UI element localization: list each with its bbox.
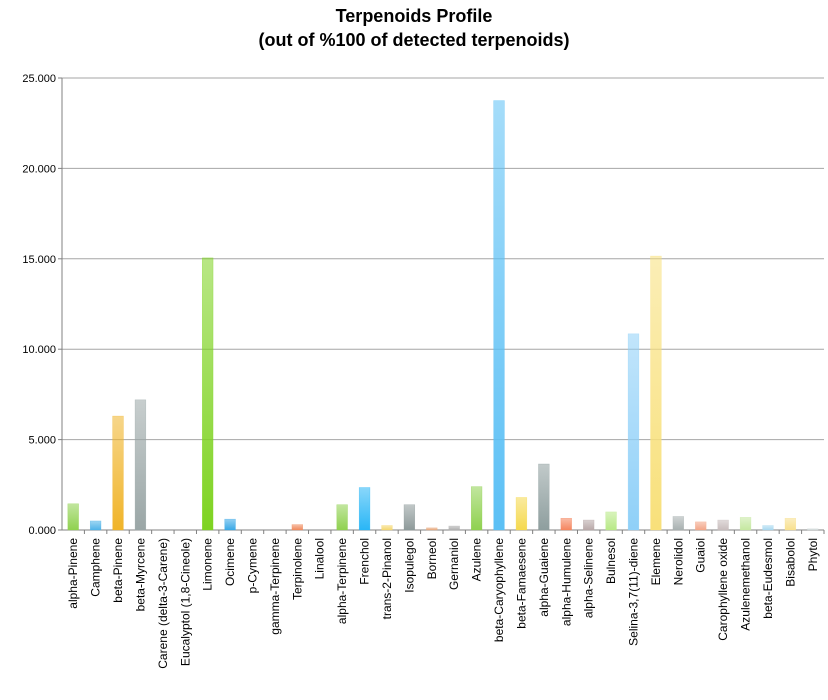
bar-guaiol bbox=[695, 521, 707, 531]
category-label: beta-Caryophyllene bbox=[492, 538, 506, 642]
category-label: Eucalyptol (1,8-Cineole) bbox=[178, 538, 192, 666]
bar-beta-pinene bbox=[112, 415, 124, 531]
bar-alpha-selinene bbox=[583, 519, 595, 531]
category-label: Azulene bbox=[470, 538, 484, 582]
bar-alpha-humulene bbox=[560, 517, 572, 531]
category-label: Bisabolol bbox=[783, 538, 797, 587]
category-label: Carene (delta-3-Carene) bbox=[156, 538, 170, 669]
y-tick-label: 5.000 bbox=[28, 435, 56, 447]
category-label: Frenchol bbox=[358, 538, 372, 585]
y-tick-label: 0.000 bbox=[28, 525, 56, 537]
bar-gernaniol bbox=[448, 525, 460, 531]
category-label: Guaiol bbox=[694, 538, 708, 573]
category-label: p-Cymene bbox=[246, 538, 260, 594]
category-label: Phytol bbox=[806, 538, 820, 571]
category-label: Ocimene bbox=[223, 538, 237, 586]
bar-bisabolol bbox=[784, 517, 797, 531]
category-label: Isopulegol bbox=[402, 538, 416, 593]
bar-phytol bbox=[807, 528, 819, 531]
category-label: alpha-Terpinene bbox=[335, 538, 349, 624]
category-label: Terpinolene bbox=[290, 538, 304, 600]
bar-beta-myrcene bbox=[134, 399, 147, 531]
bar-bulnesol bbox=[605, 511, 617, 531]
category-label: Azulenemethanol bbox=[739, 538, 753, 631]
category-label: Nerolidol bbox=[671, 538, 685, 585]
category-label: beta-Pinene bbox=[111, 538, 125, 603]
y-tick-label: 15.000 bbox=[22, 254, 56, 266]
category-label: Carophyllene oxide bbox=[716, 538, 730, 641]
chart-subtitle: (out of %100 of detected terpenoids) bbox=[258, 30, 570, 50]
bar-selina-3-7-11-diene bbox=[627, 333, 640, 531]
category-label: Borneol bbox=[425, 538, 439, 579]
bar-camphene bbox=[89, 520, 102, 531]
category-label: alpha-Humulene bbox=[559, 538, 573, 626]
bar-borneol bbox=[426, 527, 438, 531]
category-label: Limonene bbox=[201, 538, 215, 591]
y-tick-label: 25.000 bbox=[22, 73, 56, 85]
bar-limonene bbox=[202, 257, 214, 531]
bar-frenchol bbox=[358, 487, 371, 531]
bar-alpha-pinene bbox=[67, 503, 79, 531]
bar-azulene bbox=[470, 486, 483, 531]
y-tick-label: 20.000 bbox=[22, 163, 56, 175]
category-label: Selina-3,7(11)-diene bbox=[627, 538, 641, 646]
category-label: Elemene bbox=[649, 538, 663, 586]
category-label: alpha-Pinene bbox=[66, 538, 80, 609]
category-label: Bulnesol bbox=[604, 538, 618, 584]
y-tick-label: 10.000 bbox=[22, 344, 56, 356]
category-label: alpha-Guaiene bbox=[537, 538, 551, 617]
bar-terpinolene bbox=[291, 524, 303, 531]
category-label: Linalool bbox=[313, 538, 327, 579]
category-label: beta-Eudesmol bbox=[761, 538, 775, 619]
bar-azulenemethanol bbox=[739, 517, 752, 531]
category-label: Camphene bbox=[89, 538, 103, 597]
category-label: trans-2-Pinanol bbox=[380, 538, 394, 619]
category-label: beta-Myrcene bbox=[133, 538, 147, 612]
bar-beta-caryophyllene bbox=[493, 100, 505, 531]
category-label: gamma-Terpinene bbox=[268, 538, 282, 635]
bar-elemene bbox=[650, 255, 662, 531]
bar-alpha-terpinene bbox=[336, 504, 348, 531]
bar-carophyllene-oxide bbox=[717, 519, 729, 531]
bar-ocimene bbox=[224, 518, 236, 531]
category-label: Gernaniol bbox=[447, 538, 461, 590]
chart-title: Terpenoids Profile bbox=[335, 6, 493, 26]
category-label: beta-Famaesene bbox=[514, 538, 528, 629]
bar-isopulegol bbox=[403, 504, 416, 531]
bar-nerolidol bbox=[672, 516, 684, 531]
bar-trans-2-pinanol bbox=[381, 525, 393, 531]
bar-alpha-guaiene bbox=[538, 463, 550, 531]
category-label: alpha-Selinene bbox=[582, 538, 596, 618]
bar-beta-eudesmol bbox=[762, 525, 774, 531]
bar-beta-famaesene bbox=[515, 497, 528, 531]
